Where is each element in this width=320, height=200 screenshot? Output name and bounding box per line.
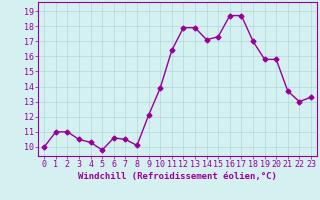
X-axis label: Windchill (Refroidissement éolien,°C): Windchill (Refroidissement éolien,°C) <box>78 172 277 181</box>
